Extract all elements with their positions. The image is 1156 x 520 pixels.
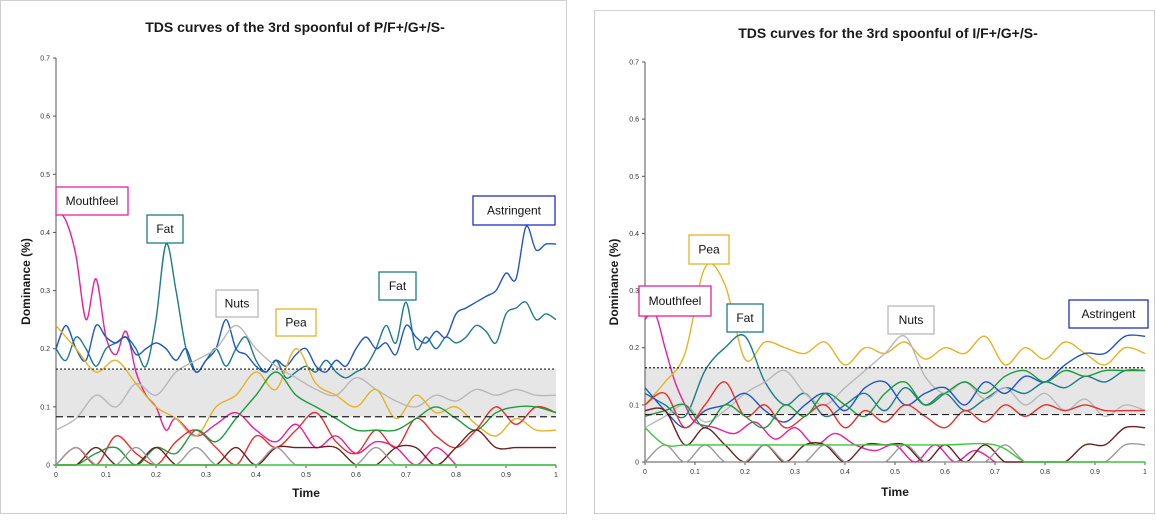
x-axis-label: Time	[881, 485, 909, 499]
y-tick-label: 0.5	[40, 172, 50, 179]
y-tick-label: 0.3	[40, 288, 50, 295]
significance-band	[56, 369, 556, 417]
y-tick-label: 0.5	[629, 174, 639, 181]
x-tick-label: 0.7	[401, 472, 411, 479]
x-tick-label: 0.3	[201, 472, 211, 479]
chart-title: TDS curves for the 3rd spoonful of I/F+/…	[738, 25, 1038, 41]
series-line	[644, 381, 1145, 429]
y-tick-label: 0.2	[629, 345, 639, 352]
series-line	[56, 429, 556, 466]
y-tick-label: 0.6	[629, 117, 639, 124]
series-line-astringent	[55, 225, 557, 373]
series-line-mouthfeel	[55, 208, 457, 466]
y-axis-label: Dominance (%)	[607, 239, 621, 326]
series-line-mouthfeel	[644, 311, 996, 463]
chart-panel-left: TDS curves of the 3rd spoonful of P/F+/G…	[0, 0, 567, 514]
x-tick-label: 0.1	[690, 469, 700, 476]
x-tick-label: 0.8	[1040, 469, 1050, 476]
plot-area: 0 0.1 0.2 0.3 0.4 0.5 0.6 0.7 0 0.1 0.2 0.3 0.4 0.5 0.…	[607, 60, 1149, 499]
y-tick-label: 0.6	[40, 114, 50, 121]
series-line-pea	[644, 262, 1146, 406]
x-tick-label: 0.5	[890, 469, 900, 476]
callout-label: Fat	[736, 311, 754, 325]
panel-border	[594, 10, 1155, 514]
callout-box	[688, 234, 730, 265]
y-axis-label: Dominance (%)	[19, 238, 33, 325]
plot-area: 0 0.1 0.2 0.3 0.4 0.5 0.6 0.7 0 0.1 0.2 0.3 0.4 0.5 0.…	[19, 56, 558, 501]
x-tick-label: 0.5	[301, 472, 311, 479]
x-tick-label: 0.1	[101, 472, 111, 479]
callout-box	[726, 303, 764, 333]
x-tick-label: 0.9	[1090, 469, 1100, 476]
callout-label: Pea	[285, 316, 307, 330]
callout-box	[146, 214, 184, 244]
x-axis-label: Time	[292, 486, 320, 500]
callout-label: Pea	[698, 243, 720, 257]
callout-label: Fat	[156, 222, 174, 236]
chart-panel-right: TDS curves for the 3rd spoonful of I/F+/…	[594, 10, 1155, 514]
y-tick-label: 0.4	[629, 231, 639, 238]
significance-band	[645, 367, 1145, 415]
callout-box	[378, 271, 417, 301]
series-line-pea	[55, 325, 557, 437]
x-tick-label: 0.6	[351, 472, 361, 479]
callout-box	[275, 308, 317, 337]
series-line-nuts	[55, 324, 557, 431]
series-line	[644, 427, 1145, 463]
y-tick-label: 0.2	[40, 346, 50, 353]
y-tick-label: 0.1	[40, 404, 50, 411]
x-tick-label: 1	[1143, 469, 1147, 476]
x-tick-label: 0.8	[451, 472, 461, 479]
x-tick-label: 0.6	[940, 469, 950, 476]
series-line	[55, 405, 557, 466]
x-tick-label: 0.2	[151, 472, 161, 479]
callout-label: Nuts	[899, 313, 924, 327]
y-tick-label: 0	[46, 463, 50, 470]
x-tick-label: 0	[54, 472, 58, 479]
series-line	[644, 407, 1146, 463]
x-tick-label: 0.7	[990, 469, 1000, 476]
callout-label: Astringent	[1081, 307, 1136, 321]
callout-box	[55, 186, 129, 216]
callout-label: Fat	[389, 279, 407, 293]
y-tick-label: 0.4	[40, 230, 50, 237]
y-tick-label: 0.3	[629, 288, 639, 295]
y-tick-label: 0.7	[629, 60, 639, 67]
callout-label: Astringent	[487, 204, 542, 218]
y-tick-label: 0	[635, 460, 639, 467]
callout-box	[638, 285, 712, 317]
panel-border	[0, 0, 567, 514]
callout-box	[472, 195, 556, 226]
callout-box	[1068, 299, 1149, 329]
chart-title: TDS curves of the 3rd spoonful of P/F+/G…	[145, 19, 445, 35]
x-tick-label: 0	[643, 469, 647, 476]
callout-box	[887, 305, 935, 335]
x-tick-label: 0.9	[501, 472, 511, 479]
x-tick-label: 0.4	[251, 472, 261, 479]
callout-label: Mouthfeel	[649, 294, 702, 308]
callout-box	[215, 289, 259, 318]
callout-label: Nuts	[225, 297, 250, 311]
y-tick-label: 0.1	[629, 402, 639, 409]
x-tick-label: 0.2	[740, 469, 750, 476]
y-tick-label: 0.7	[40, 56, 50, 63]
series-line	[644, 369, 1145, 429]
series-line-fat	[644, 334, 1146, 419]
x-tick-label: 0.4	[840, 469, 850, 476]
x-tick-label: 0.3	[790, 469, 800, 476]
callout-label: Mouthfeel	[66, 194, 119, 208]
x-tick-label: 1	[554, 472, 558, 479]
series-line-fat	[55, 243, 557, 379]
